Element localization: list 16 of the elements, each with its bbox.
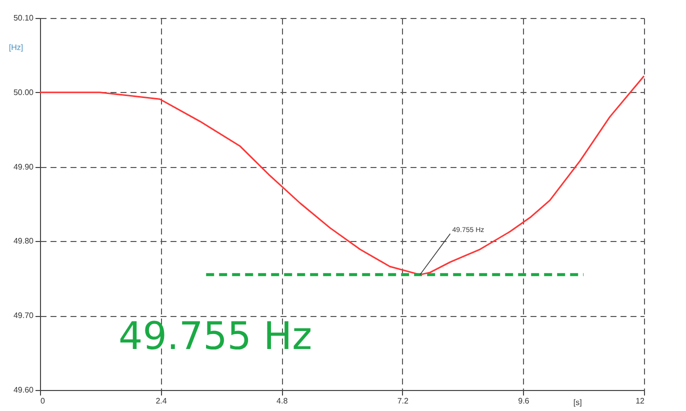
- x-tick-label: 0: [40, 396, 46, 406]
- y-tick-label: 49.90: [13, 162, 34, 172]
- x-tick-label: 2.4: [156, 396, 168, 406]
- y-tick-label: 50.00: [13, 88, 34, 97]
- y-tick-label: 49.70: [13, 311, 34, 320]
- y-tick-label: 50.10: [13, 14, 34, 22]
- x-tick-label: 4.8: [276, 396, 288, 406]
- x-tick-label: 9.6: [518, 396, 530, 406]
- x-axis-title: [s]: [573, 398, 582, 407]
- line-series: [39, 75, 645, 276]
- y-tick-label: 49.60: [13, 386, 34, 394]
- annotation: 49.755 Hz: [118, 314, 312, 358]
- x-tick-label: 12: [636, 396, 646, 406]
- x-tick-label: 7.2: [397, 396, 410, 406]
- y-axis-title: [Hz]: [8, 42, 24, 52]
- y-tick-label: 49.80: [13, 236, 34, 246]
